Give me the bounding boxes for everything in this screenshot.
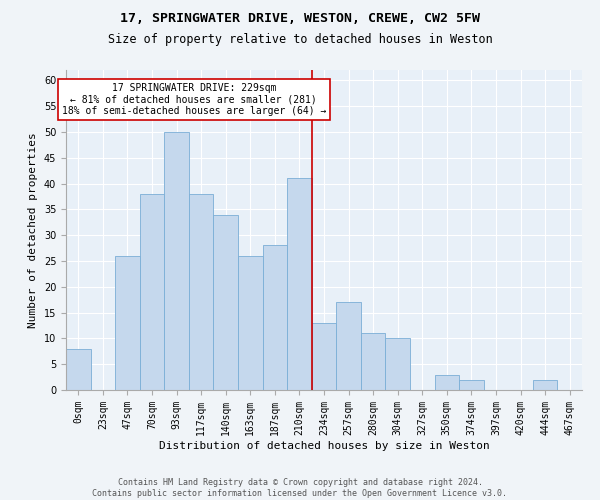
Bar — [115, 256, 140, 390]
Bar — [459, 380, 484, 390]
Bar — [140, 194, 164, 390]
Bar — [263, 246, 287, 390]
Bar — [312, 323, 336, 390]
Text: 17, SPRINGWATER DRIVE, WESTON, CREWE, CW2 5FW: 17, SPRINGWATER DRIVE, WESTON, CREWE, CW… — [120, 12, 480, 26]
Bar — [434, 374, 459, 390]
Bar — [214, 214, 238, 390]
Y-axis label: Number of detached properties: Number of detached properties — [28, 132, 38, 328]
X-axis label: Distribution of detached houses by size in Weston: Distribution of detached houses by size … — [158, 440, 490, 450]
Bar — [287, 178, 312, 390]
Bar — [336, 302, 361, 390]
Bar — [385, 338, 410, 390]
Bar — [361, 333, 385, 390]
Bar — [533, 380, 557, 390]
Text: Size of property relative to detached houses in Weston: Size of property relative to detached ho… — [107, 32, 493, 46]
Bar — [189, 194, 214, 390]
Bar — [66, 348, 91, 390]
Text: 17 SPRINGWATER DRIVE: 229sqm
← 81% of detached houses are smaller (281)
18% of s: 17 SPRINGWATER DRIVE: 229sqm ← 81% of de… — [62, 83, 326, 116]
Bar — [164, 132, 189, 390]
Bar — [238, 256, 263, 390]
Text: Contains HM Land Registry data © Crown copyright and database right 2024.
Contai: Contains HM Land Registry data © Crown c… — [92, 478, 508, 498]
